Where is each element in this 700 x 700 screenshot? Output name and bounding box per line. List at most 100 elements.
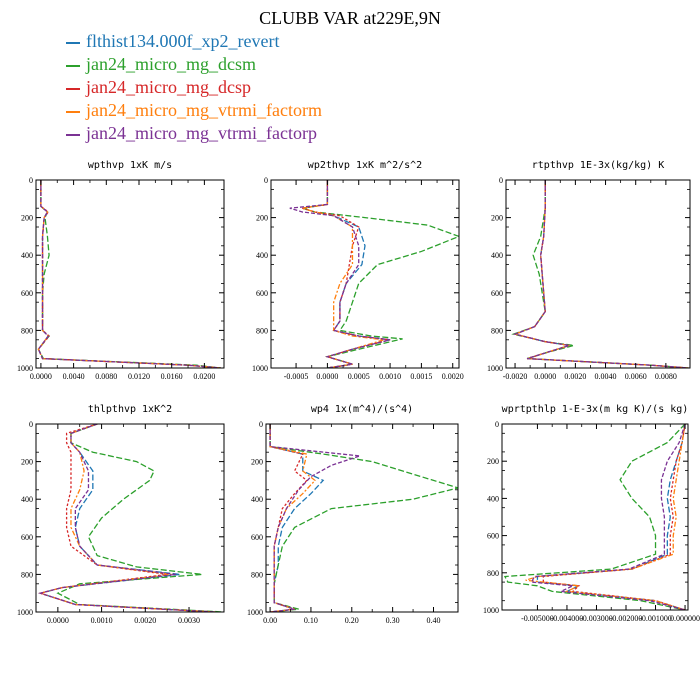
y-tick-label: 600 [21,289,33,298]
y-tick-label: 200 [487,457,499,466]
legend-item: jan24_micro_mg_dcsm [66,53,466,76]
y-tick-label: 600 [491,289,503,298]
x-tick-label: -0.003000 [580,614,613,623]
x-tick-label: 0.0000 [47,616,69,625]
legend-item: jan24_micro_mg_dcsp [66,76,466,99]
panel-frame [505,179,691,369]
y-tick-label: 200 [21,458,33,467]
series-group [37,180,221,368]
x-tick-label: 0.0040 [63,372,85,381]
x-tick-label: 0.0080 [95,372,117,381]
y-tick-label: 200 [256,214,268,223]
x-tick-label: 0.30 [386,616,400,625]
series-group [503,424,686,610]
legend-swatch [66,65,80,68]
x-tick-label: 0.0010 [91,616,113,625]
panel-6: wprtpthlp 1-E-3x(m kg K)/(s kg)0 200 400 60… [483,404,700,623]
series-line-5 [530,424,686,610]
y-tick-label: 400 [491,251,503,260]
series-line-5 [269,424,361,612]
series-line-1 [536,424,686,610]
x-tick-label: 0.20 [345,616,359,625]
legend-item: jan24_micro_mg_vtrmi_factorm [66,99,466,122]
series-line-2 [37,180,221,368]
series-line-1 [37,180,221,368]
x-tick-label: 0.10 [304,616,318,625]
legend-label: jan24_micro_mg_vtrmi_factorp [86,123,317,143]
y-tick-label: 1000 [252,364,268,373]
panel-title: thlpthvp 1xK^2 [88,404,172,415]
y-tick-label: 600 [487,532,499,541]
series-line-3 [269,424,308,612]
x-tick-label: 0.0000 [30,372,52,381]
x-tick-label: -0.004000 [551,614,584,623]
legend-swatch [66,88,80,91]
y-tick-label: 800 [487,569,499,578]
panel-title: wprtpthlp 1-E-3x(m kg K)/(s kg) [502,404,689,415]
x-tick-label: 0.0120 [128,372,150,381]
y-tick-label: 800 [21,570,33,579]
x-tick-label: 0.0015 [410,372,432,381]
x-tick-label: 0.0200 [193,372,215,381]
y-tick-label: 800 [491,326,503,335]
legend-label: jan24_micro_mg_vtrmi_factorm [86,100,322,120]
x-tick-label: -0.005000 [521,614,554,623]
legend-item: jan24_micro_mg_vtrmi_factorp [66,122,466,145]
x-tick-label: 0.0080 [655,372,677,381]
series-line-1 [302,180,391,368]
x-tick-label: 0.0040 [595,372,617,381]
panel-title: wp4 1x(m^4)/(s^4) [311,404,413,415]
panel-3: rtpthvp 1E-3x(kg/kg) K 0 200 400 600 800 1000-… [487,160,691,381]
panel-2: wp2thvp 1xK m^2/s^2 0 200 400 600 800 1000 -0.0… [252,160,464,381]
series-line-3 [542,424,686,610]
series-line-4 [525,424,686,610]
legend-swatch [66,111,80,114]
y-tick-label: 1000 [17,608,33,617]
panel-frame [35,179,225,369]
legend-swatch [66,134,80,137]
series-line-5 [38,424,216,612]
legend-item: flthist134.000f_xp2_revert [66,30,466,53]
series-group [511,180,689,368]
y-tick-label: 400 [251,495,263,504]
series-line-5 [37,180,221,368]
y-tick-label: 200 [491,214,503,223]
legend-swatch [66,42,80,45]
series-line-2 [503,424,686,610]
x-tick-label: 0.0160 [161,372,183,381]
figure-title: CLUBB VAR at229E,9N [259,8,441,28]
series-line-3 [37,180,221,368]
series-line-5 [289,180,391,368]
y-tick-label: 200 [251,458,263,467]
y-tick-label: 0 [259,420,263,429]
series-line-4 [512,180,689,368]
y-tick-label: 600 [256,289,268,298]
legend-label: jan24_micro_mg_dcsm [86,54,256,74]
series-line-3 [512,180,689,368]
legend-label: flthist134.000f_xp2_revert [86,31,280,51]
y-tick-label: 600 [21,533,33,542]
series-group [269,424,458,612]
series-line-1 [512,180,689,368]
y-tick-label: 400 [21,251,33,260]
x-tick-label: 0.0030 [178,616,200,625]
legend: flthist134.000f_xp2_revert jan24_micro_m… [66,30,466,145]
panel-frame [270,179,460,369]
series-line-5 [512,180,689,368]
series-line-4 [302,180,384,368]
x-tick-label: 0.0020 [134,616,156,625]
y-tick-label: 1000 [17,364,33,373]
y-tick-label: 0 [29,176,33,185]
series-line-2 [56,424,224,612]
x-tick-label: -0.002000 [610,614,643,623]
panel-title: wpthvp 1xK m/s [88,160,172,171]
y-tick-label: 0 [264,176,268,185]
panel-4: thlpthvp 1xK^2 0 200 400 600 800 1000 0.0000 0.0… [17,404,225,625]
x-tick-label: 0.0005 [348,372,370,381]
x-tick-label: -0.0005 [284,372,309,381]
y-tick-label: 800 [256,326,268,335]
series-line-2 [269,424,458,612]
